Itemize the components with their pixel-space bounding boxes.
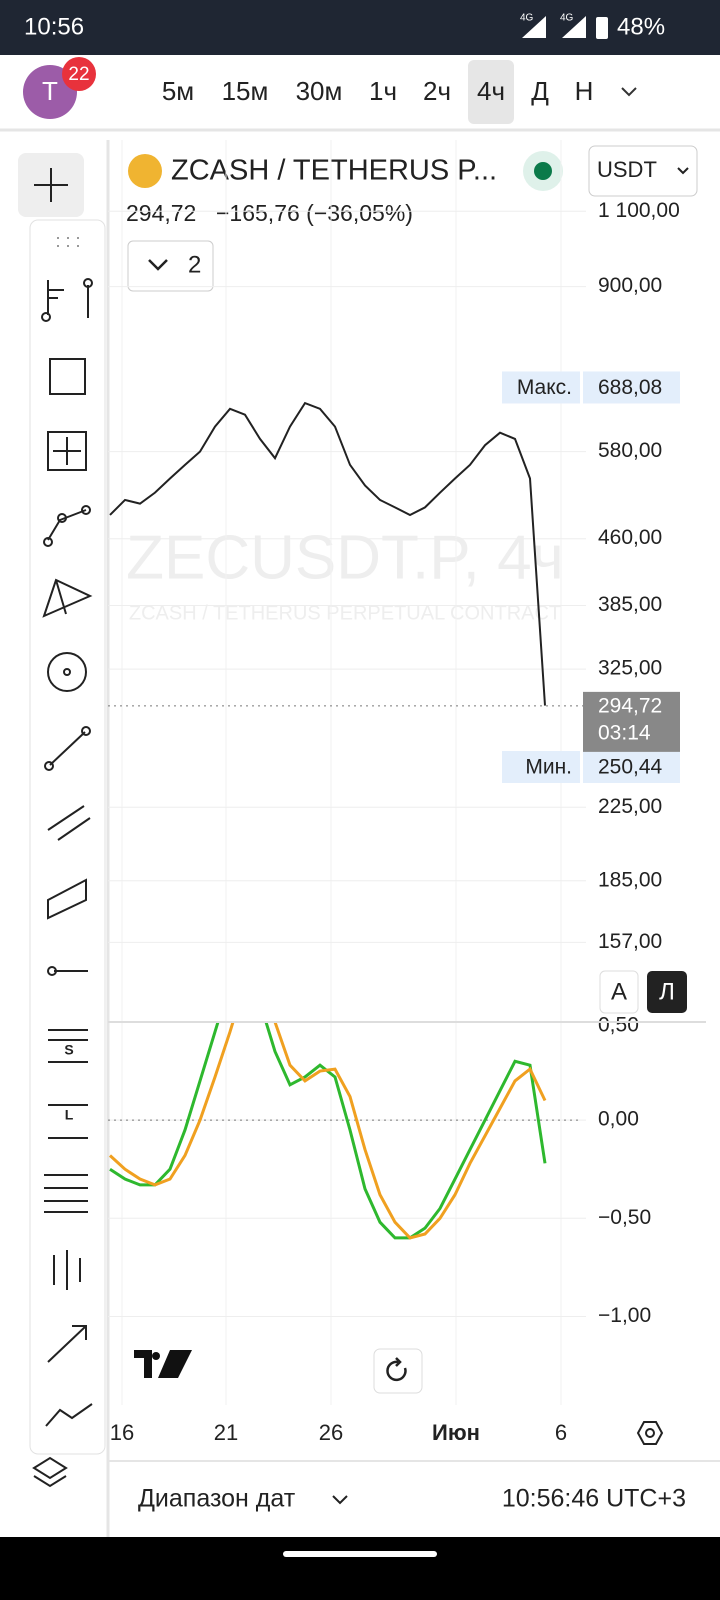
tool-letter: L: [65, 1107, 74, 1123]
logo-dot: [152, 1352, 160, 1360]
tool-panel: [29, 219, 106, 1455]
signal-icon: [522, 16, 586, 38]
reset-icon: [386, 1357, 407, 1382]
y-tick-label: 157,00: [598, 930, 662, 953]
network: 4G: [520, 13, 534, 24]
date-label: 26: [319, 1420, 343, 1445]
clock: 10:56: [24, 13, 84, 40]
data-line: [108, 1022, 547, 1240]
more-intervals[interactable]: [621, 87, 637, 97]
battery: 48%: [617, 13, 665, 40]
coin-icon: [128, 154, 162, 188]
y-tick-label: 0,00: [598, 1108, 639, 1131]
log-scale[interactable]: [647, 971, 687, 1013]
y-tick-label: 385,00: [598, 593, 662, 616]
marker-label: Макс.: [517, 376, 572, 399]
interval[interactable]: Д: [531, 76, 549, 106]
status-dot: [534, 162, 552, 180]
date-label: 21: [214, 1420, 238, 1445]
logo: [134, 1350, 192, 1378]
reset-button[interactable]: [373, 1348, 423, 1394]
chevron: [332, 1495, 348, 1505]
date-label: 16: [110, 1420, 134, 1445]
y-tick-label: 0,50: [598, 1014, 639, 1037]
settings-hub: [645, 1428, 655, 1438]
interval[interactable]: Н: [575, 76, 594, 106]
crosshair-icon: [34, 168, 68, 202]
marker-value: 250,44: [598, 756, 663, 779]
last-price-value: 294,72: [598, 694, 662, 717]
y-tick-label: −1,00: [598, 1304, 651, 1327]
date-label: 6: [555, 1420, 567, 1445]
log-scale-label: Л: [659, 978, 675, 1005]
marker-label: Мин.: [525, 756, 572, 779]
data-line: [109, 1022, 547, 1240]
network: 4G: [560, 13, 574, 24]
last-price: 294,72: [126, 200, 196, 226]
y-tick-label: 580,00: [598, 439, 662, 462]
interval[interactable]: 2ч: [423, 76, 451, 106]
interval[interactable]: 4ч: [477, 76, 505, 106]
currency: USDT: [597, 157, 657, 182]
home-indicator: [283, 1551, 437, 1557]
date-label: Июн: [432, 1420, 480, 1445]
chevron: [677, 167, 689, 175]
badge-count: 22: [68, 64, 89, 85]
interval[interactable]: 30м: [296, 76, 343, 106]
currency-select[interactable]: [588, 145, 698, 197]
last-price-bg: [583, 691, 680, 752]
chevron: [148, 259, 168, 271]
active-interval: [468, 60, 514, 124]
y-tick-label: 900,00: [598, 274, 662, 297]
y-tick-label: 1 100,00: [598, 199, 680, 222]
status-bar: [0, 0, 720, 55]
marker-value-bg: [583, 751, 680, 784]
auto-scale[interactable]: [599, 970, 639, 1014]
y-tick-label: 185,00: [598, 868, 662, 891]
countdown: 03:14: [598, 721, 651, 744]
y-tick-label: 225,00: [598, 795, 662, 818]
y-tick-label: 460,00: [598, 526, 662, 549]
marker-value-bg: [583, 371, 680, 404]
tool-letter: S: [64, 1042, 73, 1058]
clock-utc: 10:56:46 UTC+3: [502, 1485, 686, 1513]
nav-bar: [0, 1537, 720, 1600]
date-range[interactable]: Диапазон дат: [138, 1485, 296, 1513]
marker-label-bg: [502, 371, 580, 404]
tool-icons: [32, 237, 93, 1488]
settings[interactable]: [636, 1421, 664, 1445]
avatar-letter: T: [42, 76, 58, 106]
auto-scale-label: A: [611, 978, 627, 1005]
watermark-subtitle: ZCASH / TETHERUS PERPETUAL CONTRACT: [129, 602, 561, 624]
badge: [62, 57, 96, 91]
interval[interactable]: 1ч: [369, 76, 397, 106]
data-line: [109, 401, 546, 706]
interval[interactable]: 5м: [162, 76, 194, 106]
battery-icon: [596, 17, 608, 39]
y-tick-label: 325,00: [598, 657, 662, 680]
interval[interactable]: 15м: [222, 76, 269, 106]
y-tick-label: −0,50: [598, 1206, 651, 1229]
indicator-count: 2: [188, 251, 201, 278]
indicators-toggle[interactable]: [127, 240, 214, 292]
symbol-name[interactable]: ZCASH / TETHERUS P...: [171, 155, 497, 187]
price-change: −165,76 (−36,05%): [216, 200, 413, 226]
watermark: ZECUSDT.P, 4ч: [126, 523, 564, 592]
marker-value: 688,08: [598, 376, 662, 399]
marker-label-bg: [502, 751, 580, 784]
